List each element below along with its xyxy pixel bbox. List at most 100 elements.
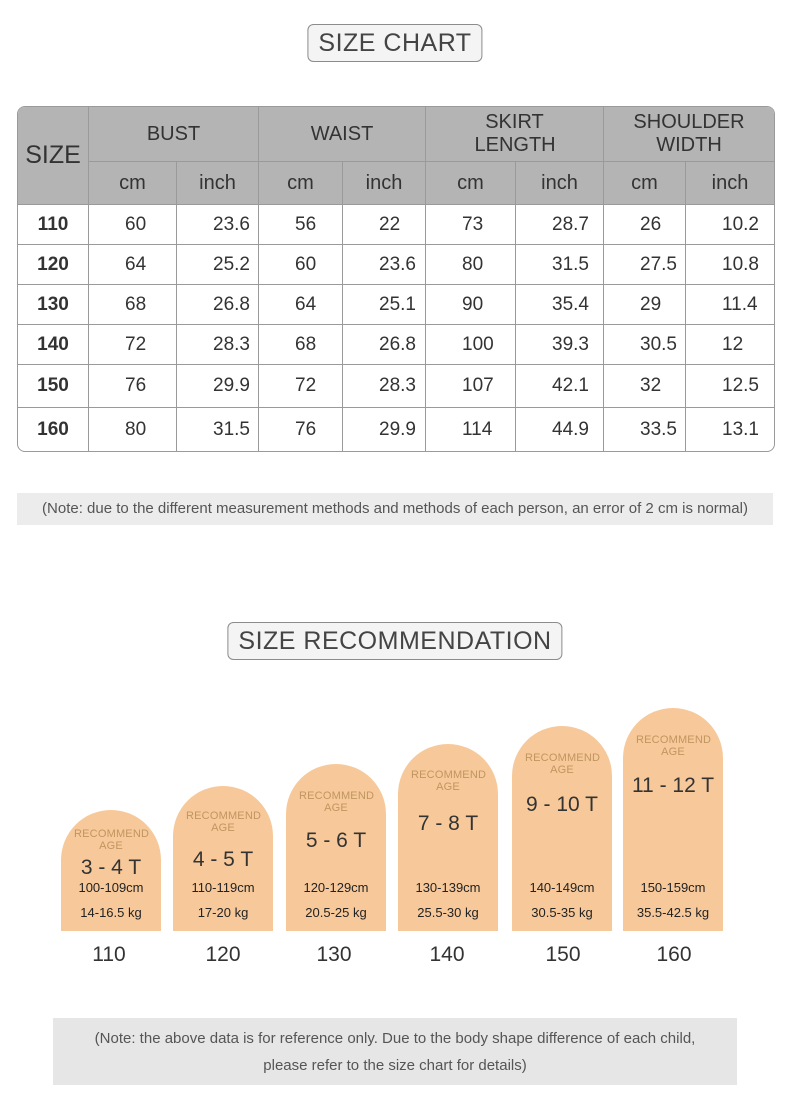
table-cell: 39.3 bbox=[516, 325, 604, 365]
table-cell: 64 bbox=[89, 245, 177, 285]
unit-header: cm bbox=[259, 162, 343, 205]
size-cell: 150 bbox=[18, 365, 89, 408]
table-cell: 25.1 bbox=[343, 285, 426, 325]
recommendation-card: RECOMMEND AGE 3 - 4 T 100-109cm 14-16.5 … bbox=[61, 810, 161, 931]
table-row: 140 72 28.3 68 26.8 100 39.3 30.5 12 bbox=[18, 325, 774, 365]
size-cell: 160 bbox=[18, 408, 89, 451]
unit-header: cm bbox=[89, 162, 177, 205]
weight-range: 25.5-30 kg bbox=[417, 905, 479, 920]
size-cell: 110 bbox=[18, 205, 89, 245]
height-range: 100-109cm bbox=[78, 880, 144, 895]
table-cell: 30.5 bbox=[604, 325, 686, 365]
table-cell: 90 bbox=[426, 285, 516, 325]
size-chart-table: SIZE BUST WAIST SKIRT LENGTH SHOULDER WI… bbox=[17, 106, 775, 452]
recommend-age-label: RECOMMEND AGE bbox=[74, 828, 150, 852]
waist-header: WAIST bbox=[259, 107, 426, 162]
table-cell: 107 bbox=[426, 365, 516, 408]
reference-note-line: (Note: the above data is for reference o… bbox=[94, 1030, 696, 1047]
size-cell: 140 bbox=[18, 325, 89, 365]
recommend-age-label: RECOMMEND AGE bbox=[299, 790, 375, 814]
table-cell: 29 bbox=[604, 285, 686, 325]
table-cell: 23.6 bbox=[177, 205, 259, 245]
recommendation-size-label: 140 bbox=[429, 943, 465, 966]
table-cell: 64 bbox=[259, 285, 343, 325]
shoulder-width-header: SHOULDER WIDTH bbox=[604, 107, 774, 162]
table-cell: 13.1 bbox=[722, 418, 759, 440]
weight-range: 35.5-42.5 kg bbox=[636, 905, 710, 920]
table-cell: 11.4 bbox=[686, 285, 774, 325]
unit-header: cm bbox=[604, 162, 686, 205]
age-range: 3 - 4 T bbox=[80, 856, 142, 879]
recommendation-size-label: 150 bbox=[545, 943, 581, 966]
table-cell: 68 bbox=[259, 325, 343, 365]
table-cell: 28.3 bbox=[343, 365, 426, 408]
table-cell: 26 bbox=[604, 205, 686, 245]
unit-header: cm bbox=[426, 162, 516, 205]
table-cell: 12 bbox=[686, 325, 774, 365]
recommendation-card: RECOMMEND AGE 9 - 10 T 140-149cm 30.5-35… bbox=[512, 726, 612, 931]
table-cell: 12.5 bbox=[686, 365, 774, 408]
size-cell: 120 bbox=[18, 245, 89, 285]
age-range: 11 - 12 T bbox=[631, 774, 715, 797]
weight-range: 14-16.5 kg bbox=[80, 905, 142, 920]
table-cell: 28.7 bbox=[516, 205, 604, 245]
table-cell: 72 bbox=[89, 325, 177, 365]
reference-note: (Note: the above data is for reference o… bbox=[53, 1018, 737, 1085]
table-cell: 100 bbox=[426, 325, 516, 365]
table-cell: 31.5 bbox=[177, 408, 259, 451]
recommendation-card: RECOMMEND AGE 7 - 8 T 130-139cm 25.5-30 … bbox=[398, 744, 498, 931]
size-cell: 130 bbox=[18, 285, 89, 325]
age-range: 9 - 10 T bbox=[526, 793, 598, 816]
table-cell: 68 bbox=[89, 285, 177, 325]
table-cell: 10.2 bbox=[686, 205, 774, 245]
recommendation-card: RECOMMEND AGE 11 - 12 T 150-159cm 35.5-4… bbox=[623, 708, 723, 931]
height-range: 120-129cm bbox=[303, 880, 369, 895]
table-row: 150 76 29.9 72 28.3 107 42.1 32 12.5 bbox=[18, 365, 774, 408]
table-cell: 32 bbox=[604, 365, 686, 408]
table-cell: 26.8 bbox=[177, 285, 259, 325]
table-cell: 10.8 bbox=[686, 245, 774, 285]
table-cell: 31.5 bbox=[516, 245, 604, 285]
size-recommendation-title: SIZE RECOMMENDATION bbox=[227, 622, 563, 660]
recommend-age-label: RECOMMEND AGE bbox=[411, 769, 487, 793]
table-cell: 29.9 bbox=[177, 365, 259, 408]
table-cell: 76 bbox=[259, 408, 343, 451]
weight-range: 17-20 kg bbox=[197, 905, 249, 920]
unit-header: inch bbox=[343, 162, 426, 205]
table-cell: 73 bbox=[426, 205, 516, 245]
table-row: 110 60 23.6 56 22 73 28.7 26 10.2 bbox=[18, 205, 774, 245]
table-cell: 25.2 bbox=[177, 245, 259, 285]
table-cell: 42.1 bbox=[516, 365, 604, 408]
recommendation-size-label: 120 bbox=[205, 943, 241, 966]
table-cell: 80 bbox=[426, 245, 516, 285]
recommendation-size-label: 160 bbox=[656, 943, 692, 966]
table-cell: 28.3 bbox=[177, 325, 259, 365]
recommendation-card: RECOMMEND AGE 5 - 6 T 120-129cm 20.5-25 … bbox=[286, 764, 386, 931]
recommend-age-label: RECOMMEND AGE bbox=[186, 810, 262, 834]
age-range: 7 - 8 T bbox=[417, 812, 479, 835]
skirt-length-header: SKIRT LENGTH bbox=[426, 107, 604, 162]
table-row: 130 68 26.8 64 25.1 90 35.4 29 11.4 bbox=[18, 285, 774, 325]
measurement-note: (Note: due to the different measurement … bbox=[17, 493, 773, 525]
table-cell: 80 bbox=[89, 408, 177, 451]
bust-header: BUST bbox=[89, 107, 259, 162]
recommend-age-label: RECOMMEND AGE bbox=[636, 734, 712, 758]
table-cell: 76 bbox=[89, 365, 177, 408]
table-cell: 27.5 bbox=[604, 245, 686, 285]
table-cell: 22 bbox=[343, 205, 426, 245]
table-cell: 26.8 bbox=[343, 325, 426, 365]
weight-range: 30.5-35 kg bbox=[531, 905, 593, 920]
recommendation-size-label: 130 bbox=[316, 943, 352, 966]
weight-range: 20.5-25 kg bbox=[305, 905, 367, 920]
height-range: 110-119cm bbox=[191, 880, 255, 895]
unit-header: inch bbox=[516, 162, 604, 205]
recommendation-size-label: 110 bbox=[92, 943, 126, 966]
size-column-header: SIZE bbox=[18, 107, 89, 205]
table-cell: 23.6 bbox=[343, 245, 426, 285]
age-range: 5 - 6 T bbox=[305, 829, 367, 852]
table-cell: 33.5 bbox=[604, 408, 686, 451]
height-range: 150-159cm bbox=[640, 880, 706, 895]
height-range: 140-149cm bbox=[529, 880, 595, 895]
table-cell: 35.4 bbox=[516, 285, 604, 325]
reference-note-line: please refer to the size chart for detai… bbox=[263, 1057, 527, 1074]
